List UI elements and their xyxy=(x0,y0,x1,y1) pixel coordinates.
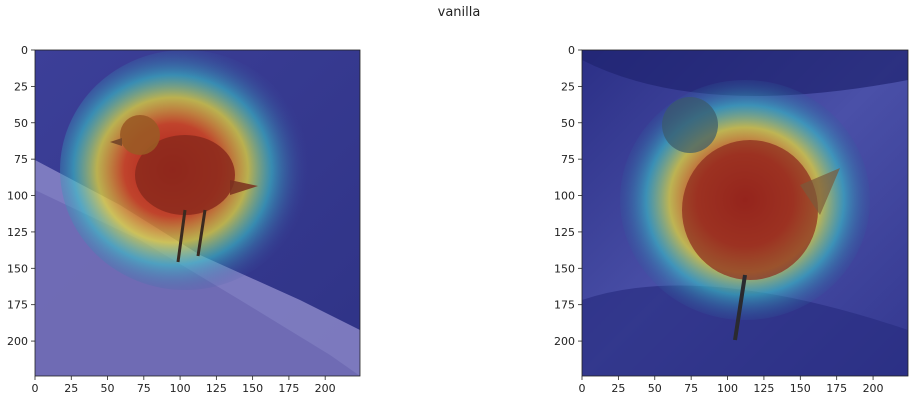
panel-left-ytick-label: 75 xyxy=(14,153,28,166)
panel-left-ytick-label: 100 xyxy=(7,190,28,203)
panel-left-ytick-label: 200 xyxy=(7,335,28,348)
right-axes-frame xyxy=(581,49,909,377)
panel-right-xtick-label: 150 xyxy=(790,382,811,395)
panel-right-xtick-label: 0 xyxy=(579,382,586,395)
panel-left-xtick-label: 25 xyxy=(64,382,78,395)
figure-title: vanilla xyxy=(437,5,481,20)
panel-left-ytick-label: 0 xyxy=(21,44,28,57)
panel-right-ytick-label: 150 xyxy=(554,262,575,275)
panel-left-ytick-label: 175 xyxy=(7,299,28,312)
panel-left-xtick-label: 50 xyxy=(101,382,115,395)
right-image xyxy=(582,50,908,376)
panel-left-xtick-label: 150 xyxy=(242,382,263,395)
panel-right-ytick-label: 200 xyxy=(554,335,575,348)
panel-right-xtick-label: 125 xyxy=(753,382,774,395)
panel-left-ytick-label: 150 xyxy=(7,262,28,275)
panel-left-ytick-label: 125 xyxy=(7,226,28,239)
panel-left-xtick-label: 0 xyxy=(32,382,39,395)
panel-right-ytick-label: 175 xyxy=(554,299,575,312)
panel-left-xtick-label: 125 xyxy=(206,382,227,395)
panel-right-xtick-label: 200 xyxy=(863,382,884,395)
panel-right-xtick-label: 25 xyxy=(611,382,625,395)
panel-right-xtick-label: 100 xyxy=(717,382,738,395)
panel-left-xtick-label: 175 xyxy=(278,382,299,395)
left-axes-frame xyxy=(34,49,361,377)
panel-right-xtick-label: 75 xyxy=(684,382,698,395)
panel-right-xtick-label: 175 xyxy=(826,382,847,395)
left-image xyxy=(35,50,360,376)
panel-left-ytick-label: 25 xyxy=(14,80,28,93)
panel-right-ytick-label: 50 xyxy=(561,117,575,130)
panel-left-xtick-label: 100 xyxy=(170,382,191,395)
panel-left-ytick-label: 50 xyxy=(14,117,28,130)
panel-left-xtick-label: 75 xyxy=(137,382,151,395)
panel-right-ytick-label: 75 xyxy=(561,153,575,166)
panel-right-ytick-label: 25 xyxy=(561,80,575,93)
panel-right-ytick-label: 100 xyxy=(554,190,575,203)
panel-left-xtick-label: 200 xyxy=(315,382,336,395)
panel-right-xtick-label: 50 xyxy=(648,382,662,395)
panel-right-ytick-label: 0 xyxy=(568,44,575,57)
panel-right-ytick-label: 125 xyxy=(554,226,575,239)
